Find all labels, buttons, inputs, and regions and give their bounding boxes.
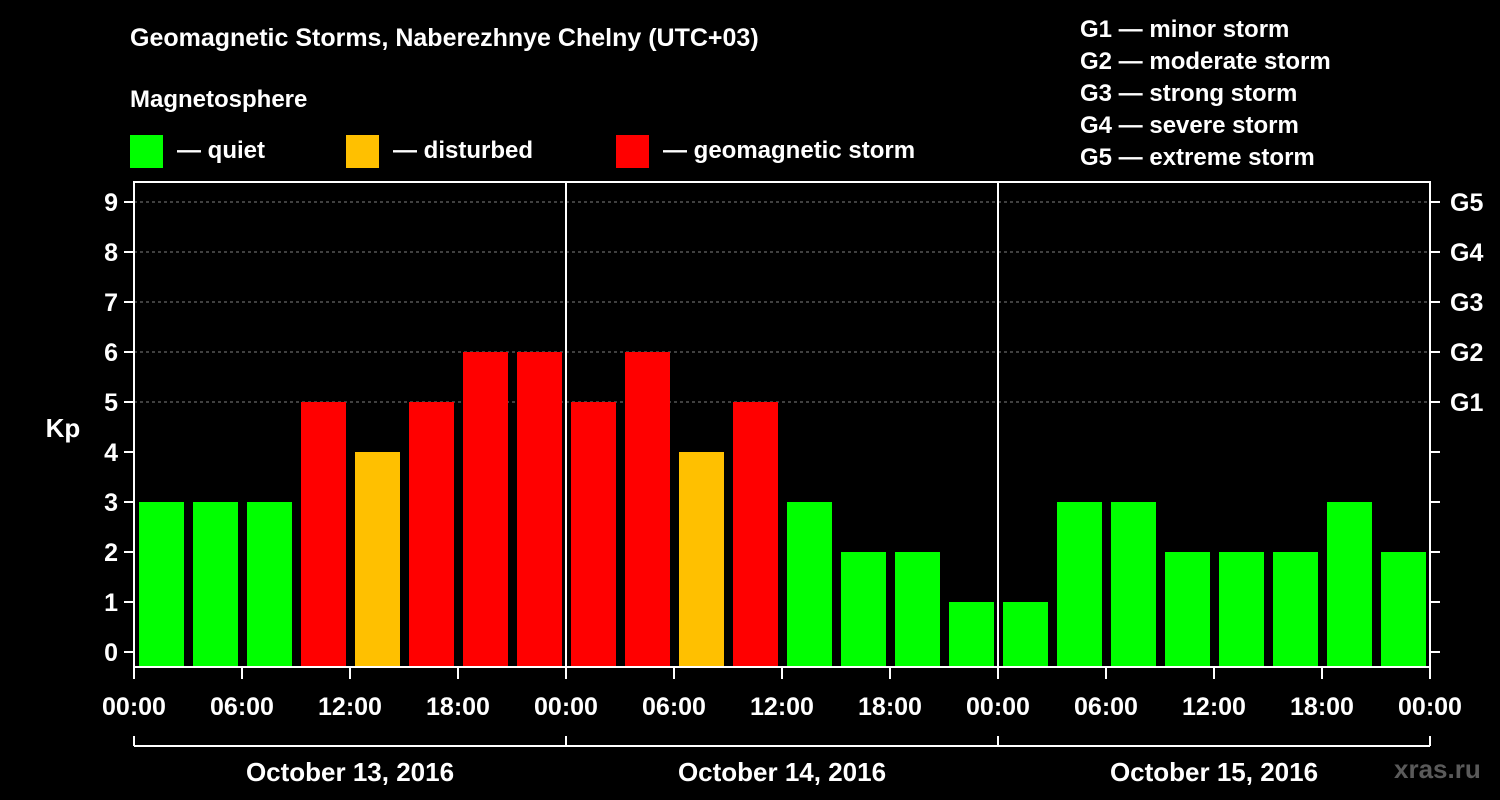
x-tick-label-3: 18:00 <box>426 693 490 721</box>
kp-bar-11 <box>733 402 778 667</box>
x-tick-label-4: 00:00 <box>534 693 598 721</box>
y-tick-label-5: 5 <box>104 389 118 417</box>
x-tick-label-0: 00:00 <box>102 693 166 721</box>
y-tick-label-8: 8 <box>104 239 118 267</box>
kp-bar-20 <box>1219 552 1264 667</box>
x-tick-label-6: 12:00 <box>750 693 814 721</box>
y-tick-label-6: 6 <box>104 339 118 367</box>
kp-bar-21 <box>1273 552 1318 667</box>
kp-bar-23 <box>1381 552 1426 667</box>
watermark: xras.ru <box>1394 754 1481 784</box>
kp-bar-19 <box>1165 552 1210 667</box>
magnetosphere-label: Magnetosphere <box>130 86 308 113</box>
x-tick-label-7: 18:00 <box>858 693 922 721</box>
kp-bar-6 <box>463 352 508 667</box>
kp-bar-18 <box>1111 502 1156 667</box>
kp-bar-0 <box>139 502 184 667</box>
legend-quiet: — quiet <box>130 134 265 168</box>
kp-bar-14 <box>895 552 940 667</box>
legend-quiet-label: — quiet <box>177 137 265 164</box>
legend-disturbed-swatch <box>346 134 379 168</box>
storm-scale-g2: G2 — moderate storm <box>1080 48 1331 75</box>
storm-scale-g1: G1 — minor storm <box>1080 16 1290 43</box>
y-axis-label: Kp <box>46 413 81 443</box>
right-axis-label-g3: G3 <box>1450 289 1483 317</box>
x-tick-label-10: 12:00 <box>1182 693 1246 721</box>
kp-bar-15 <box>949 602 994 667</box>
day-label-1: October 14, 2016 <box>678 757 886 787</box>
kp-bar-7 <box>517 352 562 667</box>
x-tick-label-1: 06:00 <box>210 693 274 721</box>
kp-bar-8 <box>571 402 616 667</box>
day-label-2: October 15, 2016 <box>1110 757 1318 787</box>
storm-scale-legend: G1 — minor storm G2 — moderate storm G3 … <box>1080 14 1331 174</box>
kp-bar-9 <box>625 352 670 667</box>
legend-storm-label: — geomagnetic storm <box>663 137 916 164</box>
storm-scale-g5: G5 — extreme storm <box>1080 144 1315 171</box>
y-tick-label-4: 4 <box>104 439 118 467</box>
x-tick-label-9: 06:00 <box>1074 693 1138 721</box>
y-tick-label-2: 2 <box>104 539 118 567</box>
x-tick-label-11: 18:00 <box>1290 693 1354 721</box>
right-axis-label-g1: G1 <box>1450 389 1483 417</box>
x-tick-label-12: 00:00 <box>1398 693 1462 721</box>
y-tick-label-3: 3 <box>104 489 118 517</box>
kp-bar-13 <box>841 552 886 667</box>
x-tick-label-8: 00:00 <box>966 693 1030 721</box>
day-label-0: October 13, 2016 <box>246 757 454 787</box>
right-axis-label-g5: G5 <box>1450 189 1483 217</box>
kp-bar-3 <box>301 402 346 667</box>
kp-bar-1 <box>193 502 238 667</box>
kp-bar-12 <box>787 502 832 667</box>
legend-quiet-swatch <box>130 134 163 168</box>
y-tick-label-9: 9 <box>104 189 118 217</box>
y-tick-label-1: 1 <box>104 589 118 617</box>
legend-storm: — geomagnetic storm <box>616 134 915 168</box>
legend-storm-swatch <box>616 134 649 168</box>
y-tick-label-7: 7 <box>104 289 118 317</box>
legend-disturbed-label: — disturbed <box>393 137 534 164</box>
right-axis-label-g4: G4 <box>1450 239 1483 267</box>
kp-bar-4 <box>355 452 400 667</box>
chart-title: Geomagnetic Storms, Naberezhnye Chelny (… <box>130 24 759 52</box>
kp-bar-2 <box>247 502 292 667</box>
kp-bar-5 <box>409 402 454 667</box>
legend-disturbed: — disturbed <box>346 134 533 168</box>
x-tick-label-2: 12:00 <box>318 693 382 721</box>
storm-scale-g3: G3 — strong storm <box>1080 80 1298 107</box>
x-tick-label-5: 06:00 <box>642 693 706 721</box>
kp-bar-16 <box>1003 602 1048 667</box>
kp-bar-17 <box>1057 502 1102 667</box>
y-tick-label-0: 0 <box>104 639 118 667</box>
kp-bar-10 <box>679 452 724 667</box>
storm-scale-g4: G4 — severe storm <box>1080 112 1299 139</box>
kp-bar-22 <box>1327 502 1372 667</box>
right-axis-label-g2: G2 <box>1450 339 1483 367</box>
